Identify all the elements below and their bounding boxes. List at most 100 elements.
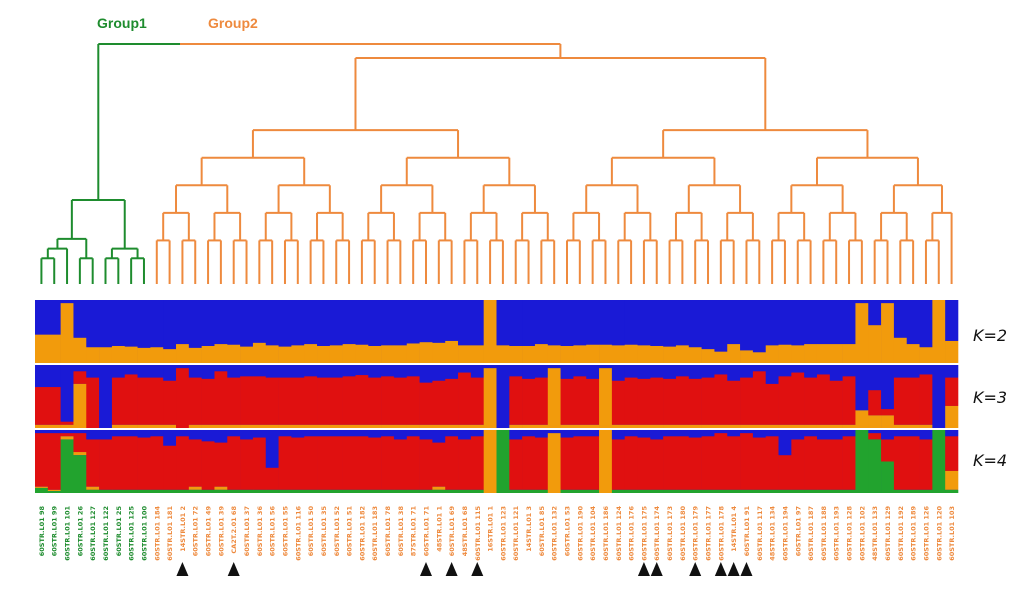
group1-label: Group1 (97, 15, 147, 31)
k3-bar-segment (906, 424, 920, 428)
k2-bar-segment (816, 344, 831, 363)
k4-bar-segment (188, 439, 202, 487)
sample-label: 60STR.L01 180 (679, 506, 687, 561)
k2-bar-segment (265, 345, 279, 363)
k4-bar-segment (432, 489, 446, 493)
k3-bar-segment (919, 424, 933, 428)
k3-bar-segment (227, 377, 241, 425)
k4-bar-segment (791, 439, 805, 490)
k3-bar-segment (393, 365, 408, 378)
k3-bar-segment (227, 365, 241, 378)
k2-bar-segment (291, 300, 305, 346)
k3-bar-segment (445, 378, 459, 425)
k3-bar-segment (778, 376, 792, 425)
k2-bar-segment (765, 300, 779, 346)
k4-bar-segment (881, 430, 895, 440)
k2-bar-segment (227, 300, 241, 345)
k4-bar-segment (60, 433, 74, 437)
k2-bar-segment (881, 300, 895, 304)
k3-bar-segment (176, 368, 190, 428)
k3-bar-segment (240, 424, 254, 428)
k3-bar-segment (227, 424, 241, 428)
k3-bar-segment (932, 365, 946, 428)
k2-bar-segment (406, 300, 420, 344)
k4-bar-segment (86, 439, 100, 487)
k4-bar-segment (150, 430, 164, 437)
k4-bar-segment (240, 430, 254, 440)
k2-bar-segment (624, 300, 638, 345)
k3-bar-segment (881, 415, 895, 428)
k3-bar-segment (624, 365, 638, 378)
k3-bar-segment (496, 365, 510, 428)
k2-bar-segment (342, 300, 356, 345)
k4-bar-segment (111, 489, 126, 493)
k4-bar-segment (675, 489, 690, 493)
k4-bar-segment (816, 439, 831, 490)
sample-label: 14STR.L01 4 (730, 506, 738, 552)
k4-bar-segment (176, 436, 190, 490)
k2-bar-segment (727, 344, 741, 363)
sample-label: 60STR.L01 194 (781, 506, 789, 561)
k4-bar-segment (47, 489, 61, 492)
k3-bar-segment (637, 424, 651, 428)
k2-bar-segment (765, 345, 779, 363)
k4-bar-segment (701, 436, 715, 490)
k4-bar-segment (368, 489, 382, 493)
k3-bar-segment (176, 365, 190, 369)
k2-bar-segment (778, 344, 792, 363)
k3-bar-segment (329, 365, 343, 378)
sample-label: CA2T.2.01 68 (230, 506, 238, 554)
k2-bar-segment (355, 300, 369, 345)
sample-label: 48STR.L01 133 (871, 506, 879, 561)
k4-bar-segment (111, 436, 126, 490)
sample-label: 60STR.L01 126 (922, 506, 930, 561)
k3-bar-segment (188, 365, 202, 378)
k3-bar-segment (637, 365, 651, 379)
sample-label: 60STR.L01 184 (153, 506, 161, 561)
k2-bar-segment (714, 300, 728, 352)
k2-bar-segment (406, 343, 420, 363)
k2-bar-segment (740, 300, 754, 351)
k4-bar-segment (919, 430, 933, 440)
k3-bar-segment (906, 365, 920, 378)
k4-bar-segment (522, 430, 536, 437)
k3-bar-segment (842, 365, 856, 377)
k4-bar-segment (137, 489, 151, 493)
k4-bar-segment (137, 437, 151, 490)
k3-bar-segment (214, 424, 228, 428)
k3-bar-segment (35, 424, 49, 428)
k3-bar-segment (573, 365, 587, 377)
k3-bar-segment (829, 424, 843, 428)
k4-bar-segment (227, 430, 241, 437)
k3-bar-segment (534, 365, 549, 378)
k4-bar-segment (35, 433, 49, 487)
k3-bar-segment (752, 424, 767, 428)
k3-bar-segment (188, 424, 202, 428)
sample-label: 60STR.L01 104 (589, 506, 597, 561)
k4-bar-segment (547, 433, 561, 493)
k3-bar-segment (419, 365, 433, 383)
k3-bar-segment (855, 365, 869, 411)
k3-bar-segment (111, 365, 126, 378)
k3-bar-segment (137, 365, 151, 378)
k2-bar-segment (150, 300, 164, 348)
k3-bar-segment (573, 376, 587, 425)
k4-bar-segment (727, 489, 741, 493)
k4-bar-segment (355, 436, 369, 490)
k3-bar-segment (47, 365, 61, 388)
k3-bar-segment (304, 365, 318, 377)
k3-bar-segment (765, 383, 779, 425)
k2-bar-segment (163, 300, 177, 350)
k3-bar-segment (586, 365, 600, 379)
k4-bar-segment (560, 489, 574, 493)
k2-bar-segment (432, 342, 446, 363)
k4-bar-segment (432, 430, 446, 443)
k3-bar-segment (675, 365, 690, 377)
k2-bar-segment (86, 347, 100, 363)
sample-label: 60STR.L01 181 (166, 506, 174, 561)
sample-label: 48STR.L01 1 (435, 506, 443, 552)
k4-bar-segment (381, 430, 395, 437)
k3-bar-segment (124, 424, 138, 428)
k2-bar-segment (522, 300, 536, 346)
k3-label: K=3 (973, 388, 1007, 407)
